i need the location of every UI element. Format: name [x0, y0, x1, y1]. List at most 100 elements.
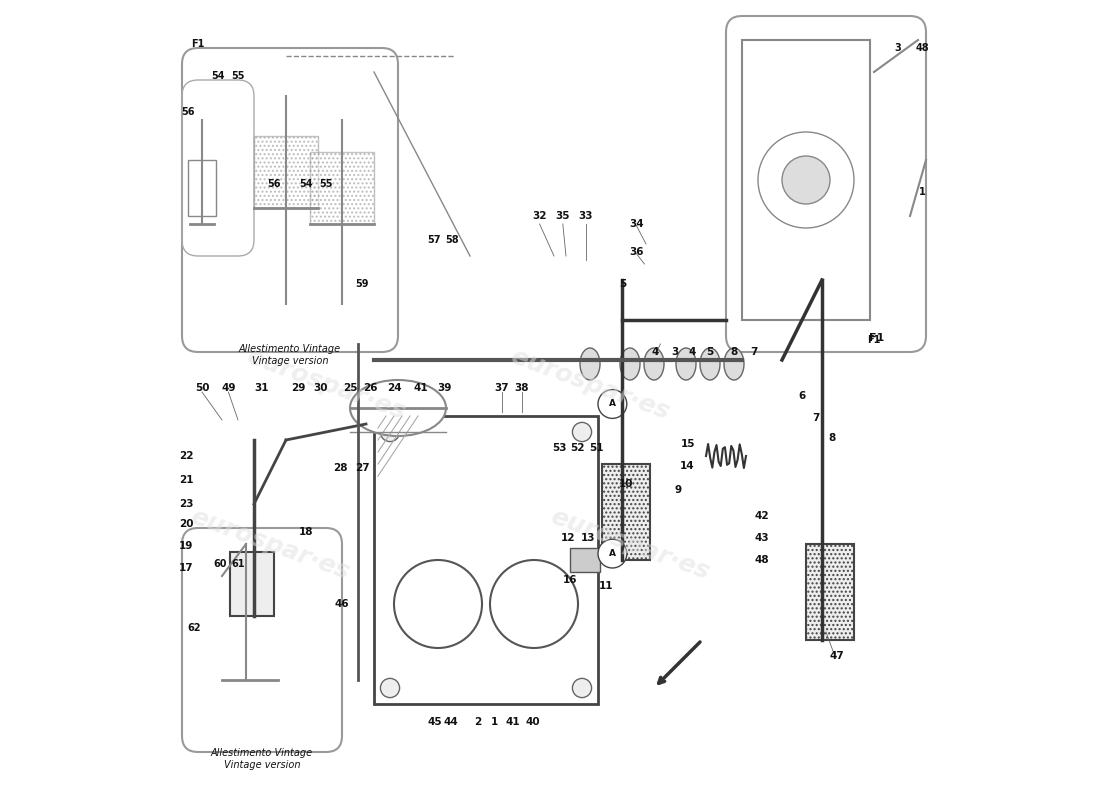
Text: eurospar·es: eurospar·es	[507, 344, 673, 424]
Text: 21: 21	[178, 475, 194, 485]
Text: eurospar·es: eurospar·es	[547, 504, 713, 584]
Text: 7: 7	[812, 413, 820, 422]
Text: Allestimento Vintage
Vintage version: Allestimento Vintage Vintage version	[211, 748, 314, 770]
Circle shape	[782, 156, 830, 204]
Ellipse shape	[724, 348, 744, 380]
Text: 43: 43	[755, 533, 769, 542]
Circle shape	[758, 132, 854, 228]
Text: 60: 60	[213, 559, 227, 569]
Text: 54: 54	[211, 71, 224, 81]
Text: 47: 47	[829, 651, 844, 661]
Bar	[374, 416, 598, 704]
Text: 25: 25	[343, 383, 358, 393]
Text: 14: 14	[680, 461, 695, 470]
Text: A: A	[609, 549, 616, 558]
Text: 11: 11	[598, 581, 614, 590]
Text: 57: 57	[427, 235, 441, 245]
Text: F1: F1	[191, 39, 205, 49]
Bar	[602, 464, 650, 560]
Text: 62: 62	[187, 623, 200, 633]
Text: 3: 3	[671, 347, 679, 357]
Text: 16: 16	[563, 575, 578, 585]
Text: 38: 38	[515, 383, 529, 393]
Text: eurospar·es: eurospar·es	[243, 344, 409, 424]
Text: 61: 61	[231, 559, 244, 569]
Text: 30: 30	[314, 383, 328, 393]
Text: 32: 32	[532, 211, 547, 221]
Bar	[310, 152, 374, 224]
Circle shape	[381, 678, 399, 698]
Text: 55: 55	[231, 71, 244, 81]
Text: 45: 45	[428, 717, 442, 726]
Text: 2: 2	[474, 717, 482, 726]
Circle shape	[394, 560, 482, 648]
Text: 28: 28	[333, 463, 348, 473]
Text: F1: F1	[869, 333, 884, 342]
Text: 49: 49	[221, 383, 235, 393]
Text: 59: 59	[355, 279, 368, 289]
Text: eurospar·es: eurospar·es	[187, 504, 353, 584]
Ellipse shape	[644, 348, 664, 380]
Bar	[806, 544, 854, 640]
Text: 39: 39	[437, 383, 452, 393]
Text: 6: 6	[799, 391, 805, 401]
Text: 24: 24	[387, 383, 402, 393]
Text: 18: 18	[299, 527, 314, 537]
Text: 31: 31	[255, 383, 270, 393]
Text: 12: 12	[561, 533, 575, 542]
Ellipse shape	[350, 380, 446, 436]
Text: 37: 37	[495, 383, 509, 393]
Text: 9: 9	[674, 485, 682, 494]
Circle shape	[598, 539, 627, 568]
Text: 22: 22	[178, 451, 194, 461]
Ellipse shape	[620, 348, 640, 380]
Text: 56: 56	[267, 179, 280, 189]
Text: 53: 53	[552, 443, 567, 453]
Text: 56: 56	[182, 107, 195, 117]
Text: 4: 4	[689, 347, 696, 357]
Text: 35: 35	[556, 211, 570, 221]
Text: 1: 1	[918, 187, 925, 197]
Text: 51: 51	[590, 443, 604, 453]
Ellipse shape	[676, 348, 696, 380]
Text: 29: 29	[290, 383, 305, 393]
Text: 19: 19	[179, 541, 194, 550]
Bar	[570, 548, 601, 572]
Bar	[742, 40, 870, 320]
Circle shape	[598, 390, 627, 418]
Text: 41: 41	[506, 717, 520, 726]
Circle shape	[572, 422, 592, 442]
Text: 15: 15	[680, 439, 695, 449]
Text: 1: 1	[491, 717, 497, 726]
Text: 7: 7	[750, 347, 758, 357]
Text: 48: 48	[915, 43, 928, 53]
Text: A: A	[609, 399, 616, 409]
Text: 23: 23	[178, 499, 194, 509]
Text: 26: 26	[363, 383, 377, 393]
Text: 46: 46	[334, 599, 350, 609]
Text: 42: 42	[755, 511, 769, 521]
Ellipse shape	[700, 348, 720, 380]
Text: 58: 58	[446, 235, 459, 245]
Text: 5: 5	[619, 279, 626, 289]
Text: 40: 40	[525, 717, 540, 726]
Text: 54: 54	[299, 179, 312, 189]
Text: 55: 55	[319, 179, 332, 189]
Text: 3: 3	[894, 43, 901, 53]
Text: 44: 44	[443, 717, 459, 726]
Text: 41: 41	[414, 383, 428, 393]
Bar	[254, 136, 318, 208]
Text: 52: 52	[570, 443, 584, 453]
Circle shape	[490, 560, 578, 648]
Bar	[188, 160, 217, 216]
Text: 50: 50	[195, 383, 209, 393]
Text: 13: 13	[581, 533, 596, 542]
Text: 36: 36	[629, 247, 644, 257]
Text: 34: 34	[629, 219, 644, 229]
Text: 48: 48	[755, 555, 769, 565]
Text: F1: F1	[867, 335, 881, 345]
Circle shape	[572, 678, 592, 698]
Circle shape	[381, 422, 399, 442]
Text: 17: 17	[178, 563, 194, 573]
Text: 5: 5	[706, 347, 714, 357]
